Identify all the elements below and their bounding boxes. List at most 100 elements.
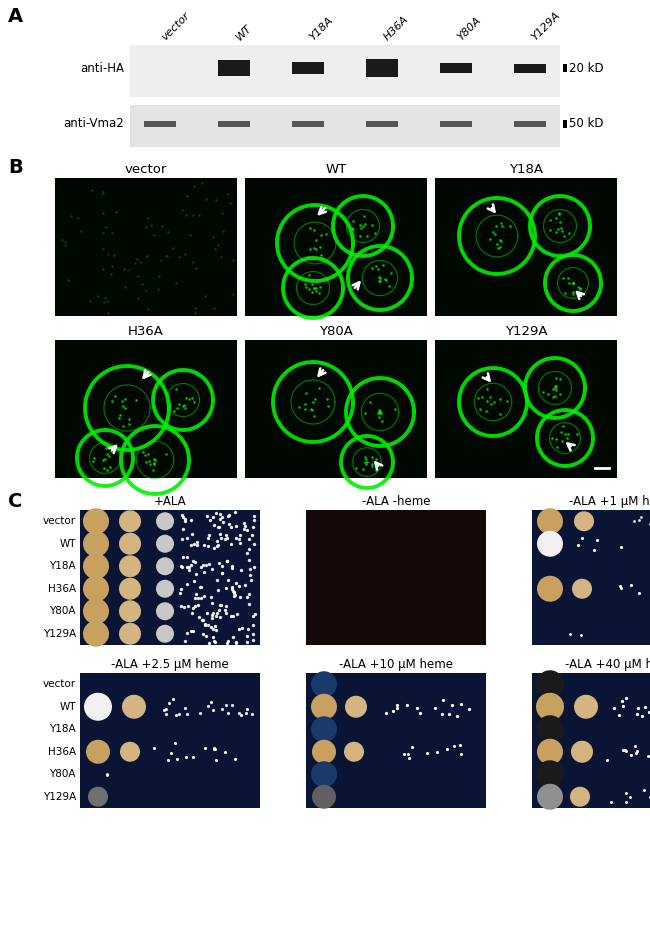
Text: -ALA +40 μM heme: -ALA +40 μM heme — [565, 658, 650, 671]
Text: anti-Vma2: anti-Vma2 — [63, 118, 124, 130]
Bar — [514, 121, 546, 127]
Circle shape — [311, 761, 337, 788]
Text: H36A: H36A — [382, 13, 410, 42]
Circle shape — [119, 623, 141, 645]
Text: Y18A: Y18A — [308, 14, 335, 42]
Bar — [366, 60, 398, 77]
Circle shape — [122, 694, 146, 719]
Text: vector: vector — [160, 10, 192, 42]
Circle shape — [537, 531, 563, 557]
Circle shape — [344, 742, 364, 762]
Circle shape — [312, 740, 336, 764]
Circle shape — [156, 625, 174, 643]
Text: Y18A: Y18A — [49, 724, 76, 734]
Bar — [130, 45, 560, 97]
Bar — [532, 510, 650, 645]
Text: anti-HA: anti-HA — [80, 62, 124, 75]
Circle shape — [574, 511, 594, 531]
Circle shape — [156, 512, 174, 530]
Bar — [440, 121, 472, 127]
Bar — [514, 64, 546, 73]
Circle shape — [119, 600, 141, 622]
Circle shape — [312, 785, 336, 808]
Circle shape — [83, 553, 109, 580]
Circle shape — [536, 693, 564, 721]
Text: WT: WT — [234, 23, 254, 42]
Circle shape — [156, 558, 174, 576]
Text: Y18A: Y18A — [49, 561, 76, 571]
Circle shape — [119, 578, 141, 599]
Circle shape — [537, 784, 563, 809]
Bar — [563, 65, 567, 72]
Circle shape — [83, 620, 109, 647]
Circle shape — [83, 531, 109, 557]
Bar — [245, 178, 427, 316]
Text: Y80A: Y80A — [49, 770, 76, 779]
Text: H36A: H36A — [128, 325, 164, 338]
Text: H36A: H36A — [48, 747, 76, 757]
Bar — [306, 673, 486, 808]
Text: -ALA -heme: -ALA -heme — [362, 495, 430, 508]
Text: A: A — [8, 7, 23, 26]
Text: vector: vector — [43, 516, 76, 526]
Bar — [306, 510, 486, 645]
Text: 20 kD: 20 kD — [569, 62, 604, 75]
Text: vector: vector — [43, 679, 76, 690]
Circle shape — [311, 672, 337, 697]
Circle shape — [311, 694, 337, 720]
Text: WT: WT — [60, 539, 76, 549]
Circle shape — [83, 508, 109, 534]
Bar — [563, 120, 567, 128]
Circle shape — [536, 715, 564, 743]
Circle shape — [536, 671, 564, 698]
Circle shape — [83, 598, 109, 624]
Text: WT: WT — [326, 163, 346, 176]
Circle shape — [537, 739, 563, 765]
Bar — [55, 178, 237, 316]
Bar — [55, 340, 237, 478]
Circle shape — [345, 695, 367, 718]
Text: Y80A: Y80A — [49, 606, 76, 617]
Bar — [144, 121, 176, 127]
Bar — [532, 673, 650, 808]
Circle shape — [83, 576, 109, 601]
Circle shape — [537, 576, 563, 601]
Bar — [292, 121, 324, 127]
Text: H36A: H36A — [48, 583, 76, 594]
Text: 50 kD: 50 kD — [569, 118, 603, 130]
Circle shape — [119, 555, 141, 578]
Text: Y80A: Y80A — [319, 325, 353, 338]
Circle shape — [120, 742, 140, 762]
Circle shape — [156, 602, 174, 620]
Text: Y129A: Y129A — [43, 629, 76, 638]
Circle shape — [88, 787, 108, 807]
Text: -ALA +2.5 μM heme: -ALA +2.5 μM heme — [111, 658, 229, 671]
Bar — [435, 178, 617, 316]
Text: +ALA: +ALA — [153, 495, 187, 508]
Circle shape — [119, 533, 141, 555]
Circle shape — [119, 510, 141, 532]
Text: Y129A: Y129A — [505, 325, 547, 338]
Bar — [80, 673, 260, 808]
Circle shape — [156, 535, 174, 553]
Circle shape — [574, 694, 598, 719]
Bar — [218, 121, 250, 127]
Circle shape — [572, 579, 592, 598]
Text: B: B — [8, 158, 23, 177]
Circle shape — [84, 693, 112, 721]
Circle shape — [536, 760, 564, 788]
Bar — [218, 61, 250, 76]
Bar — [440, 64, 472, 73]
Circle shape — [537, 508, 563, 534]
Text: vector: vector — [125, 163, 167, 176]
Bar — [366, 121, 398, 127]
Circle shape — [571, 741, 593, 763]
Text: Y129A: Y129A — [530, 10, 562, 42]
Bar — [245, 340, 427, 478]
Bar — [292, 63, 324, 74]
Text: Y129A: Y129A — [43, 791, 76, 802]
Text: -ALA +1 μM heme: -ALA +1 μM heme — [569, 495, 650, 508]
Bar — [130, 105, 560, 147]
Text: WT: WT — [60, 702, 76, 712]
Bar — [80, 510, 260, 645]
